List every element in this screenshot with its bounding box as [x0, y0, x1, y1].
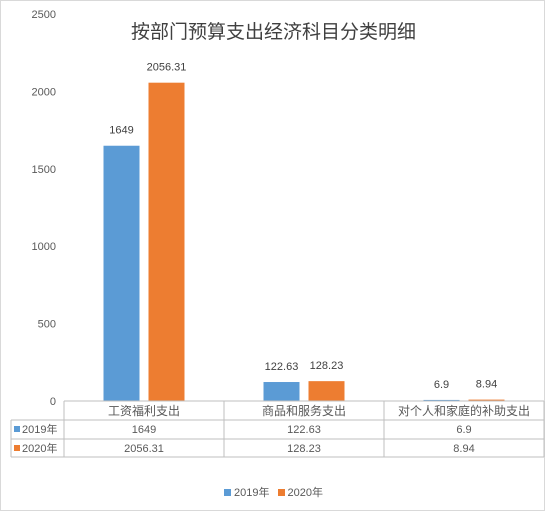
data-label: 8.94 [476, 379, 497, 391]
y-tick-label: 1000 [32, 241, 56, 253]
y-tick-label: 2000 [32, 86, 56, 98]
data-label: 1649 [109, 125, 133, 137]
table-cell: 8.94 [453, 443, 474, 455]
data-label: 128.23 [310, 360, 344, 372]
bar-2020-1 [308, 381, 345, 401]
legend-item-2020: 2020年 [277, 484, 323, 500]
category-label: 对个人和家庭的补助支出 [398, 403, 530, 418]
legend-swatch-2020 [277, 488, 285, 496]
bar-2019-2 [423, 399, 460, 401]
table-legend-key-2019 [14, 426, 20, 432]
bar-2020-0 [148, 82, 185, 401]
y-tick-label: 500 [38, 319, 56, 331]
bar-2019-1 [263, 382, 300, 401]
table-legend-key-2020 [14, 445, 20, 451]
chart-legend: 2019年 2020年 [1, 484, 545, 500]
legend-label-2020: 2020年 [287, 487, 323, 499]
table-cell: 2056.31 [124, 443, 164, 455]
table-cell: 6.9 [456, 424, 471, 436]
y-tick-label: 2500 [32, 9, 56, 21]
legend-label-2019: 2019年 [234, 487, 270, 499]
data-label: 122.63 [265, 361, 299, 373]
table-cell: 1649 [132, 424, 156, 436]
y-tick-label: 0 [50, 396, 56, 408]
table-series-label: 2019年 [22, 422, 57, 436]
data-label: 2056.31 [147, 62, 187, 74]
category-label: 工资福利支出 [108, 403, 180, 418]
chart-title: 按部门预算支出经济科目分类明细 [130, 22, 416, 43]
data-label: 6.9 [434, 379, 449, 391]
table-cell: 128.23 [287, 443, 321, 455]
table-cell: 122.63 [287, 424, 321, 436]
category-label: 商品和服务支出 [262, 403, 346, 418]
table-series-label: 2020年 [22, 441, 57, 455]
y-tick-label: 1500 [32, 164, 56, 176]
legend-item-2019: 2019年 [224, 484, 270, 500]
bar-2020-2 [468, 399, 505, 401]
bar-2019-0 [103, 145, 140, 401]
legend-swatch-2019 [224, 488, 232, 496]
